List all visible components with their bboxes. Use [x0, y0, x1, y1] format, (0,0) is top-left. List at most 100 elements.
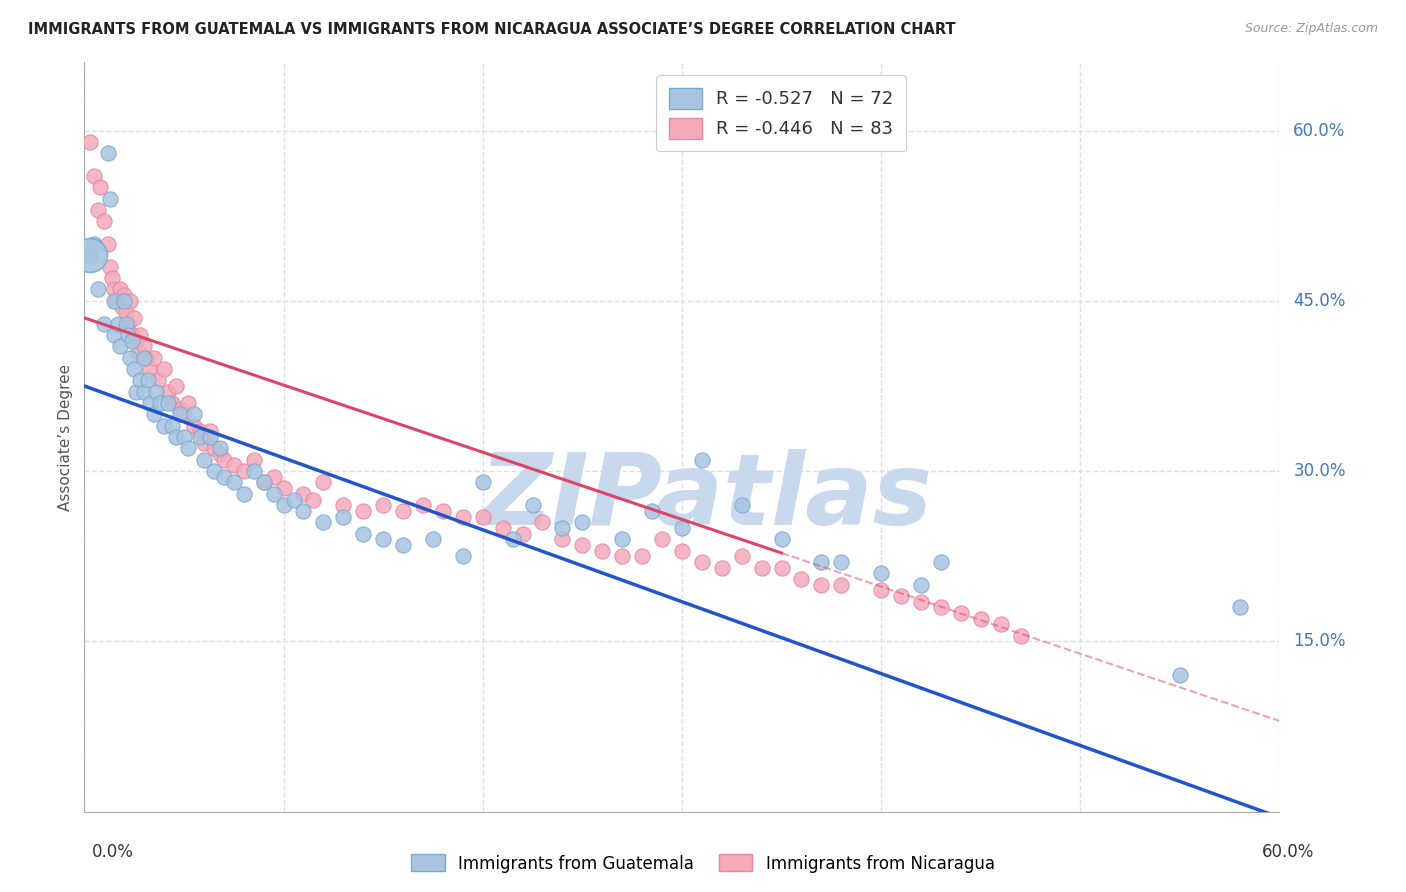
Point	[242, 452, 264, 467]
Point	[910, 595, 932, 609]
Point	[751, 560, 773, 574]
Point	[551, 533, 574, 547]
Point	[731, 549, 754, 564]
Point	[177, 442, 200, 456]
Point	[810, 577, 832, 591]
Point	[392, 504, 415, 518]
Point	[870, 583, 893, 598]
Point	[332, 509, 354, 524]
Point	[153, 362, 176, 376]
Point	[122, 362, 145, 376]
Point	[153, 418, 176, 433]
Point	[1229, 600, 1251, 615]
Point	[98, 260, 121, 274]
Point	[502, 533, 524, 547]
Point	[79, 135, 101, 149]
Point	[929, 600, 952, 615]
Point	[143, 408, 166, 422]
Point	[671, 543, 693, 558]
Point	[157, 396, 180, 410]
Point	[169, 401, 191, 416]
Point	[193, 452, 215, 467]
Point	[571, 515, 593, 529]
Point	[132, 339, 156, 353]
Point	[165, 430, 187, 444]
Text: 30.0%: 30.0%	[1294, 462, 1346, 480]
Point	[122, 310, 145, 325]
Point	[111, 300, 134, 314]
Point	[949, 606, 972, 620]
Point	[512, 526, 534, 541]
Point	[551, 521, 574, 535]
Point	[129, 373, 152, 387]
Point	[690, 555, 713, 569]
Point	[139, 396, 162, 410]
Point	[571, 538, 593, 552]
Point	[129, 327, 152, 342]
Point	[212, 452, 235, 467]
Point	[139, 362, 162, 376]
Legend: Immigrants from Guatemala, Immigrants from Nicaragua: Immigrants from Guatemala, Immigrants fr…	[405, 847, 1001, 880]
Point	[160, 418, 183, 433]
Point	[110, 283, 132, 297]
Point	[97, 146, 120, 161]
Point	[198, 430, 221, 444]
Point	[253, 475, 276, 490]
Text: Source: ZipAtlas.com: Source: ZipAtlas.com	[1244, 22, 1378, 36]
Point	[810, 555, 832, 569]
Point	[671, 521, 693, 535]
Point	[120, 351, 142, 365]
Point	[169, 408, 191, 422]
Point	[103, 293, 125, 308]
Point	[117, 317, 139, 331]
Point	[87, 202, 110, 217]
Point	[120, 293, 142, 308]
Point	[312, 475, 335, 490]
Point	[125, 384, 148, 399]
Point	[690, 452, 713, 467]
Point	[641, 504, 664, 518]
Point	[93, 317, 115, 331]
Point	[373, 498, 395, 512]
Point	[183, 418, 205, 433]
Point	[422, 533, 444, 547]
Point	[79, 248, 101, 262]
Point	[112, 293, 135, 308]
Point	[302, 492, 325, 507]
Point	[471, 509, 494, 524]
Point	[232, 464, 254, 478]
Point	[105, 293, 128, 308]
Point	[115, 305, 138, 319]
Point	[93, 214, 115, 228]
Point	[83, 169, 105, 183]
Point	[112, 288, 135, 302]
Point	[412, 498, 434, 512]
Point	[145, 384, 167, 399]
Text: 60.0%: 60.0%	[1263, 843, 1315, 861]
Point	[710, 560, 733, 574]
Point	[143, 351, 166, 365]
Point	[292, 504, 315, 518]
Point	[79, 248, 101, 262]
Point	[232, 487, 254, 501]
Point	[352, 526, 374, 541]
Point	[253, 475, 276, 490]
Point	[149, 396, 172, 410]
Point	[910, 577, 932, 591]
Point	[87, 283, 110, 297]
Point	[202, 442, 225, 456]
Point	[970, 612, 993, 626]
Text: 15.0%: 15.0%	[1294, 632, 1346, 650]
Legend: R = -0.527   N = 72, R = -0.446   N = 83: R = -0.527 N = 72, R = -0.446 N = 83	[657, 75, 905, 152]
Point	[273, 481, 295, 495]
Point	[183, 408, 205, 422]
Point	[121, 327, 143, 342]
Text: 60.0%: 60.0%	[1294, 121, 1346, 139]
Point	[432, 504, 454, 518]
Point	[101, 271, 124, 285]
Point	[222, 475, 245, 490]
Text: IMMIGRANTS FROM GUATEMALA VS IMMIGRANTS FROM NICARAGUA ASSOCIATE’S DEGREE CORREL: IMMIGRANTS FROM GUATEMALA VS IMMIGRANTS …	[28, 22, 956, 37]
Point	[830, 555, 852, 569]
Point	[121, 334, 143, 348]
Point	[990, 617, 1012, 632]
